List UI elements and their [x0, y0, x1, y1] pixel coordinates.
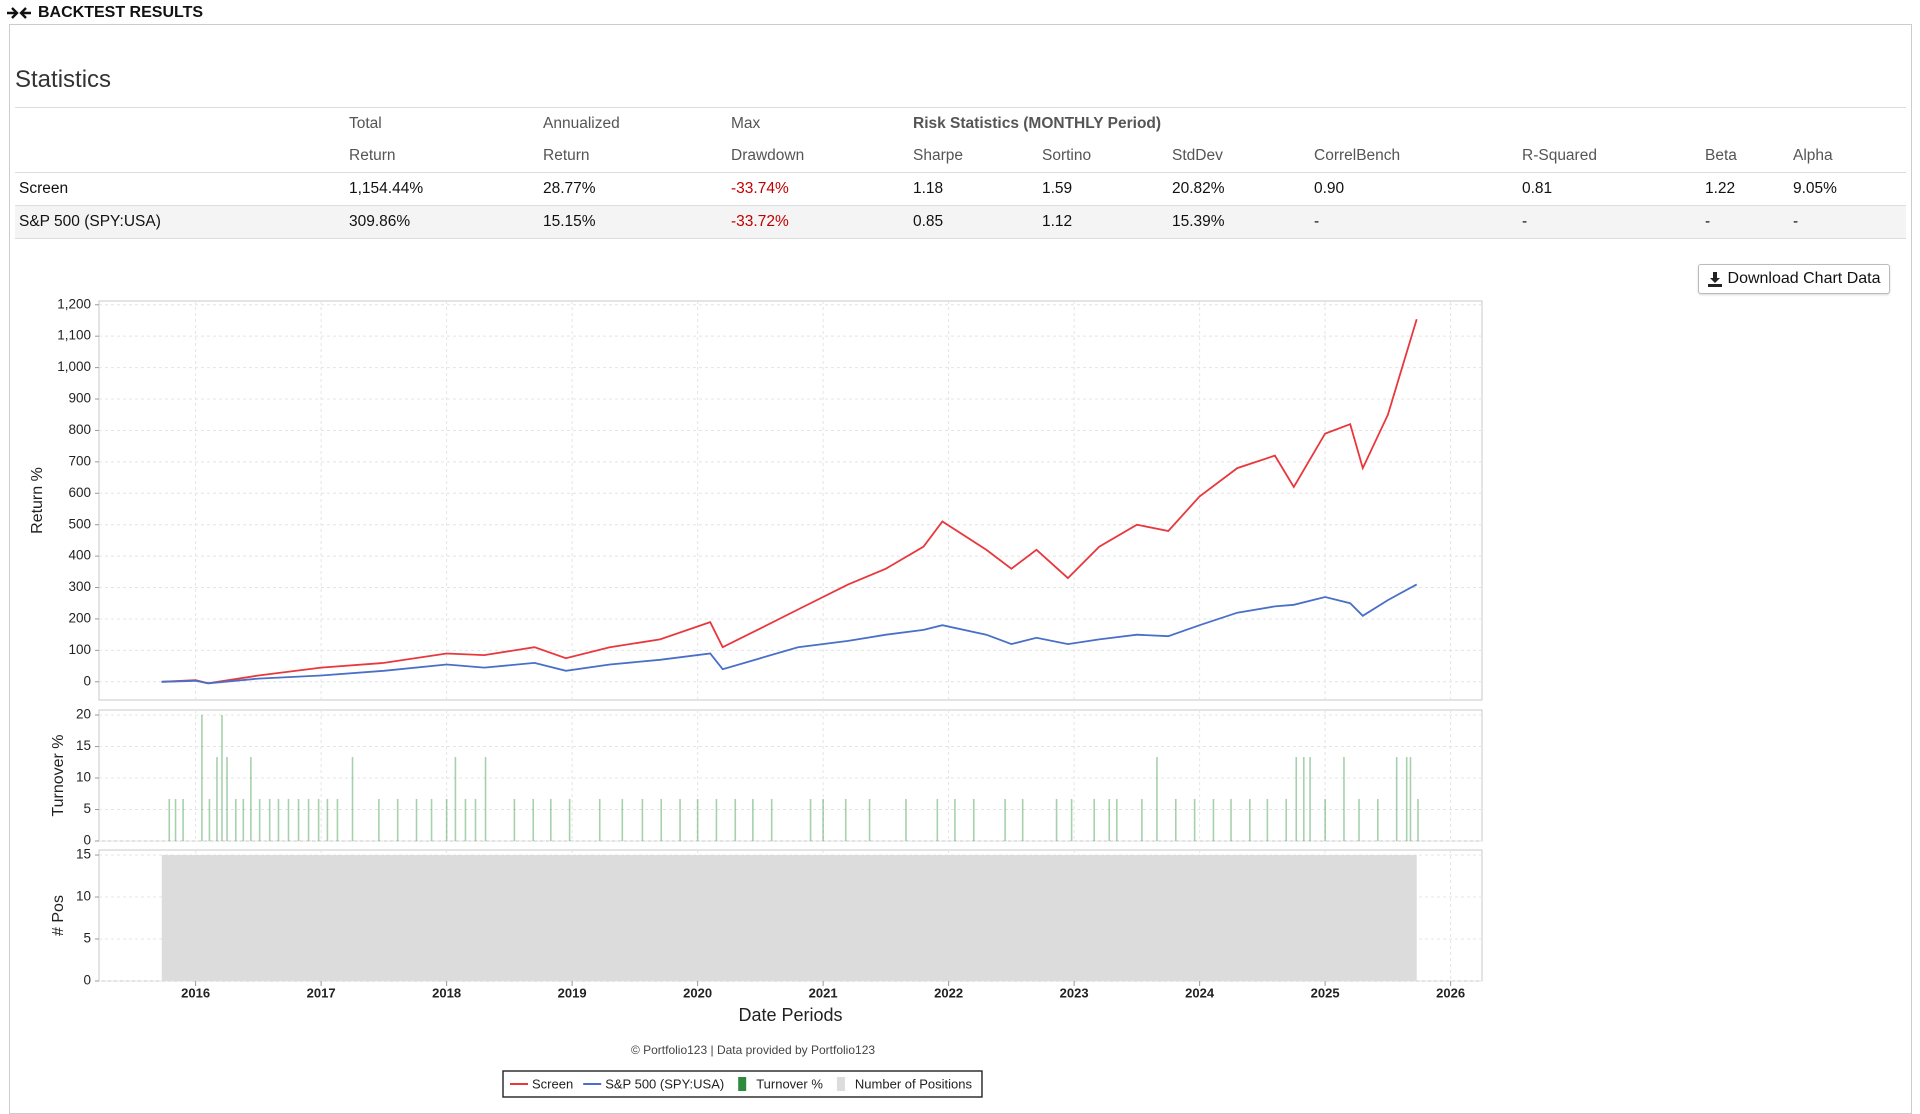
table-cell: Sortino	[1038, 140, 1168, 173]
table-cell	[15, 107, 345, 140]
table-cell: R-Squared	[1518, 140, 1701, 173]
download-label: Download Chart Data	[1727, 270, 1881, 287]
table-cell: 0.85	[909, 205, 1038, 239]
table-cell: Return	[539, 140, 727, 173]
table-cell: Annualized	[539, 107, 727, 140]
table-row: Return Return Drawdown Sharpe Sortino StdDev C…	[15, 140, 1907, 173]
table-cell: Screen	[15, 172, 345, 206]
download-icon	[1707, 271, 1722, 287]
table-row: S&P 500 (SPY:USA) 309.86% 15.15% -33.72% 0.8…	[15, 205, 1907, 239]
table-cell: S&P 500 (SPY:USA)	[15, 205, 345, 239]
collapse-icon	[7, 7, 31, 19]
table-cell: -33.72%	[727, 205, 909, 239]
table-cell: 15.15%	[539, 205, 727, 239]
table-cell: 0.90	[1310, 172, 1518, 206]
table-cell: Drawdown	[727, 140, 909, 173]
table-cell: 20.82%	[1168, 172, 1310, 206]
section-title: BACKTEST RESULTS	[38, 4, 204, 21]
table-cell: Max	[727, 107, 909, 140]
statistics-table: Total Annualized Max Risk Statistics (MONTH…	[15, 107, 1907, 239]
table-cell: Beta	[1701, 140, 1789, 173]
table-cell: 1.59	[1038, 172, 1168, 206]
section-header: BACKTEST RESULTS	[6, 3, 203, 23]
table-cell: 15.39%	[1168, 205, 1310, 239]
table-cell: -33.74%	[727, 172, 909, 206]
table-cell: -	[1310, 205, 1518, 239]
table-cell: -	[1518, 205, 1701, 239]
table-cell: 28.77%	[539, 172, 727, 206]
table-cell: 1,154.44%	[345, 172, 539, 206]
download-button[interactable]: Download Chart Data	[1698, 264, 1890, 294]
table-cell: 1.12	[1038, 205, 1168, 239]
table-cell: Total	[345, 107, 539, 140]
table-cell: 1.22	[1701, 172, 1789, 206]
table-cell: StdDev	[1168, 140, 1310, 173]
table-cell: -	[1789, 205, 1907, 239]
table-cell: Risk Statistics (MONTHLY Period)	[909, 107, 1907, 140]
table-cell: 0.81	[1518, 172, 1701, 206]
table-cell: Return	[345, 140, 539, 173]
table-cell	[15, 140, 345, 173]
statistics-title: Statistics	[15, 66, 112, 93]
table-cell: 9.05%	[1789, 172, 1907, 206]
table-row: Total Annualized Max Risk Statistics (MONTH…	[15, 107, 1907, 140]
table-row: Screen 1,154.44% 28.77% -33.74% 1.18 1.59 20.8…	[15, 172, 1907, 206]
table-cell: -	[1701, 205, 1789, 239]
table-cell: CorrelBench	[1310, 140, 1518, 173]
table-cell: 1.18	[909, 172, 1038, 206]
table-cell: 309.86%	[345, 205, 539, 239]
table-cell: Alpha	[1789, 140, 1907, 173]
table-cell: Sharpe	[909, 140, 1038, 173]
